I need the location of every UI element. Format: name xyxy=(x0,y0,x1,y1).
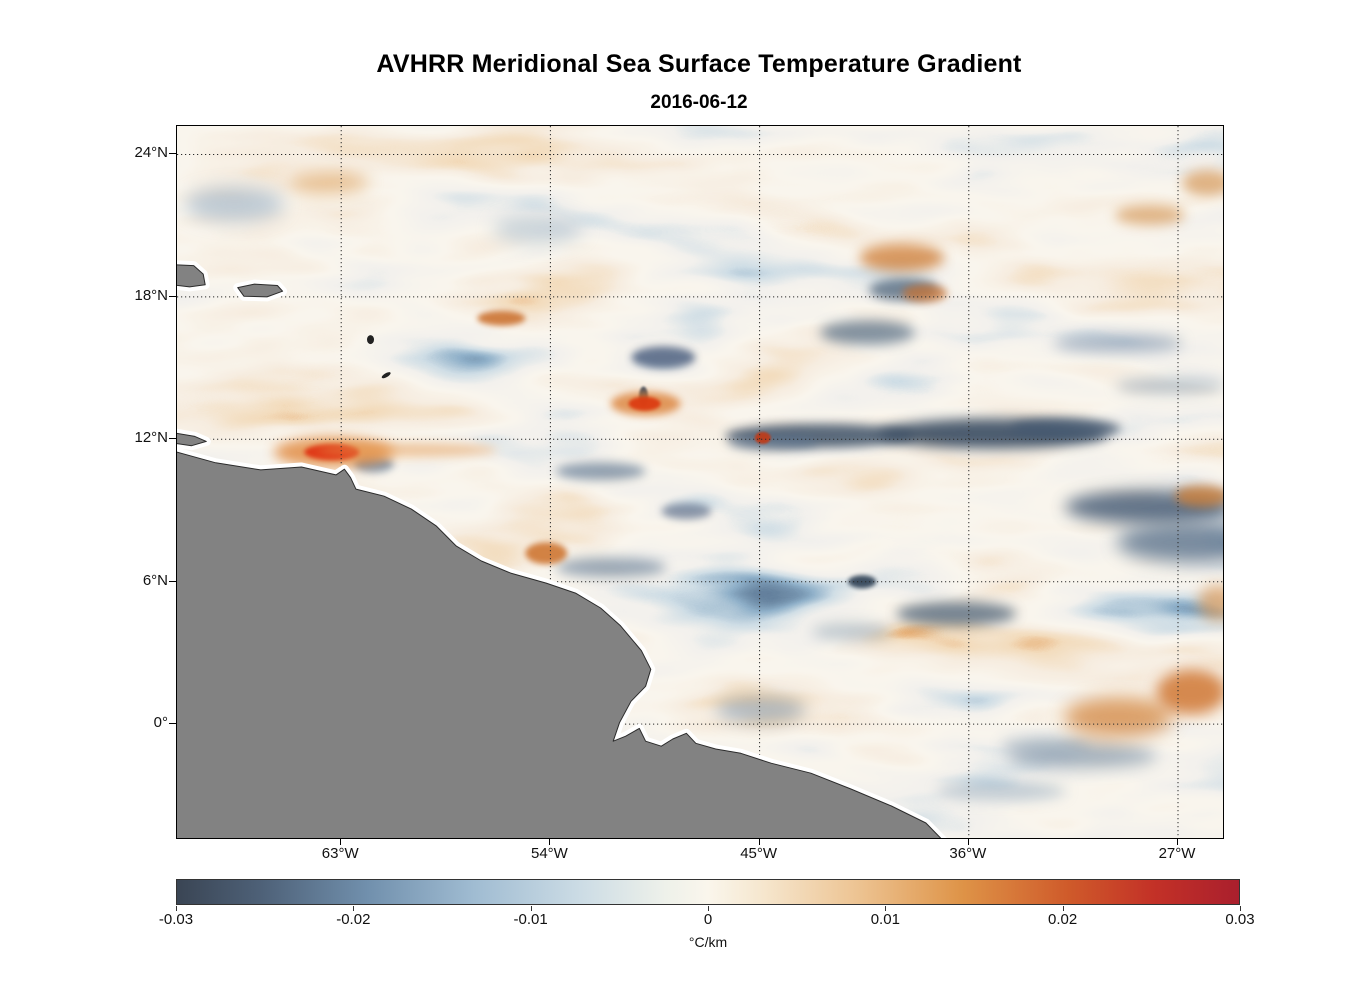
x-tick-label: 45°W xyxy=(740,845,778,862)
sst-feature xyxy=(728,434,819,451)
colorbar-tick-label: 0 xyxy=(703,911,713,928)
sst-feature xyxy=(1114,205,1185,225)
sst-feature xyxy=(1174,485,1223,508)
sst-gradient-features xyxy=(184,170,1223,800)
x-tick-mark xyxy=(549,838,550,845)
sst-feature xyxy=(631,346,696,369)
map-plot xyxy=(176,125,1224,839)
x-tick-mark xyxy=(1177,838,1178,845)
sst-feature xyxy=(902,284,948,303)
sst-feature xyxy=(896,601,1017,626)
colorbar-tick-label: -0.01 xyxy=(513,911,548,928)
colorbar-units-label: °C/km xyxy=(688,934,728,950)
sst-feature xyxy=(859,243,945,272)
y-tick-label: 0° xyxy=(153,714,168,732)
y-tick-mark xyxy=(169,723,176,724)
landmass xyxy=(177,451,942,838)
y-tick-label: 24°N xyxy=(134,144,168,162)
sst-feature xyxy=(1053,334,1184,353)
landmass xyxy=(177,264,206,288)
sst-feature xyxy=(1156,669,1223,715)
sst-feature xyxy=(1011,418,1122,439)
sst-feature xyxy=(715,696,806,723)
colorbar-tick-label: -0.02 xyxy=(336,911,371,928)
sst-feature xyxy=(477,310,526,326)
sst-feature xyxy=(628,396,661,411)
x-tick-mark xyxy=(968,838,969,845)
colorbar-tick-mark xyxy=(531,906,532,911)
sst-feature xyxy=(811,622,892,641)
landmass xyxy=(237,283,284,298)
sst-feature xyxy=(819,320,915,345)
colorbar-tick-mark xyxy=(1063,906,1064,911)
x-tick-mark xyxy=(340,838,341,845)
y-tick-label: 6°N xyxy=(142,571,168,589)
sst-feature xyxy=(1063,697,1174,737)
colorbar-tick-mark xyxy=(708,906,709,911)
sst-feature xyxy=(317,443,498,457)
y-tick-label: 18°N xyxy=(134,286,168,304)
sst-feature xyxy=(1182,170,1223,196)
y-tick-mark xyxy=(169,581,176,582)
chart-title: AVHRR Meridional Sea Surface Temperature… xyxy=(376,50,1022,78)
sst-feature xyxy=(1115,377,1223,394)
colorbar-tick-label: 0.03 xyxy=(1225,911,1255,928)
colorbar-tick-mark xyxy=(353,906,354,911)
sst-feature xyxy=(1197,585,1223,621)
landmass xyxy=(177,432,207,447)
x-tick-label: 63°W xyxy=(321,845,359,862)
sst-feature xyxy=(525,542,568,565)
x-tick-label: 27°W xyxy=(1158,845,1196,862)
x-tick-label: 54°W xyxy=(531,845,568,862)
chart-date: 2016-06-12 xyxy=(650,92,748,113)
y-tick-mark xyxy=(169,438,176,439)
sst-feature xyxy=(754,431,771,444)
x-tick-mark xyxy=(759,838,760,845)
y-tick-mark xyxy=(169,153,176,154)
islet xyxy=(381,372,391,379)
sst-feature xyxy=(556,557,667,578)
colorbar-tick-mark xyxy=(1240,906,1241,911)
y-tick-label: 12°N xyxy=(134,429,168,447)
sst-feature xyxy=(936,782,1067,800)
islet xyxy=(367,335,375,345)
sst-feature xyxy=(288,171,369,195)
x-tick-label: 36°W xyxy=(949,845,987,862)
sst-feature xyxy=(1116,522,1223,563)
sst-feature xyxy=(555,462,646,481)
sst-feature xyxy=(184,187,285,222)
sst-feature xyxy=(1006,744,1157,769)
colorbar xyxy=(176,879,1240,905)
colorbar-tick-mark xyxy=(885,906,886,911)
sst-feature xyxy=(661,503,712,520)
sst-feature xyxy=(1000,737,1091,754)
sst-feature xyxy=(492,215,583,244)
landmass-group xyxy=(177,260,947,838)
colorbar-tick-label: 0.02 xyxy=(1048,911,1078,928)
y-tick-mark xyxy=(169,296,176,297)
colorbar-tick-mark xyxy=(176,906,177,911)
colorbar-tick-label: 0.01 xyxy=(870,911,900,928)
colorbar-tick-label: -0.03 xyxy=(158,911,194,928)
map-canvas xyxy=(177,126,1223,838)
